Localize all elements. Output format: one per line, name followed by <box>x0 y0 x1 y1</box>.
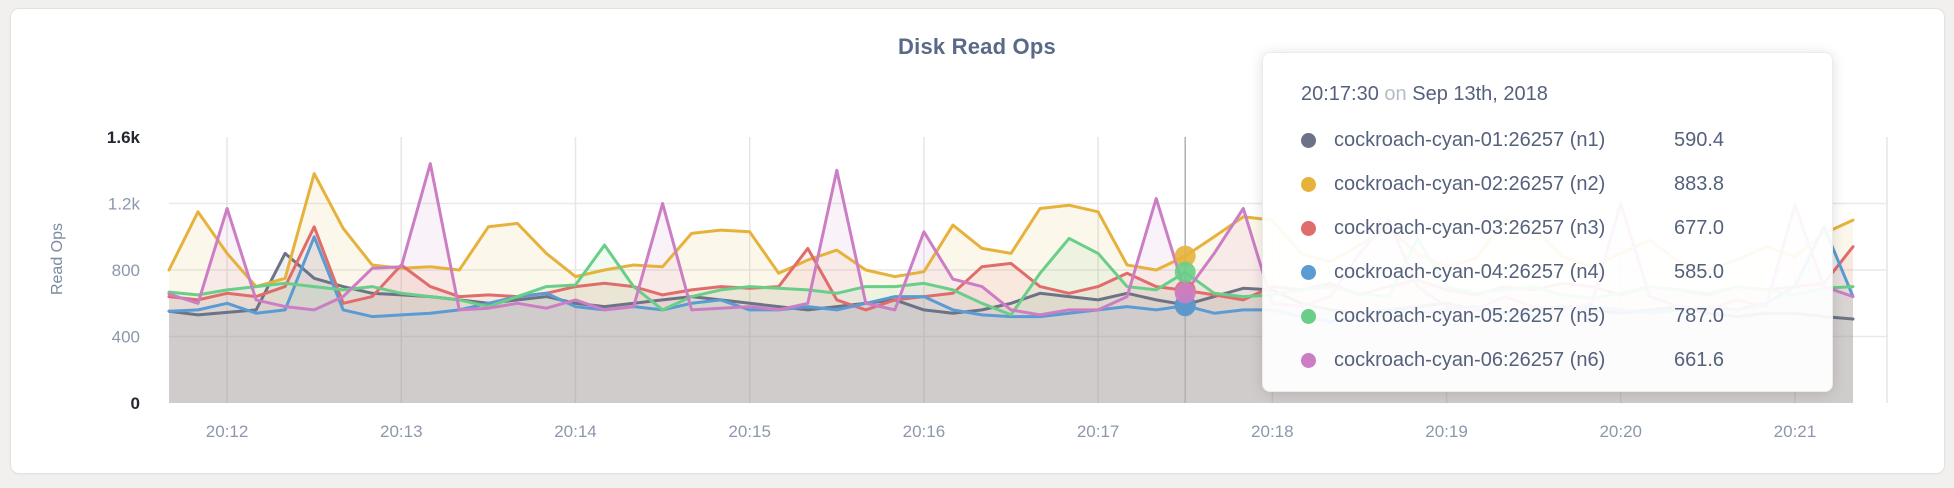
y-tick-label: 1.6k <box>107 128 141 147</box>
tooltip-row: cockroach-cyan-01:26257 (n1) 590.4 <box>1301 118 1812 162</box>
series-value: 585.0 <box>1674 260 1725 283</box>
series-value: 787.0 <box>1674 304 1725 327</box>
series-name: cockroach-cyan-01:26257 (n1) <box>1334 128 1606 151</box>
series-color-dot <box>1301 176 1316 192</box>
x-tick-label: 20:20 <box>1599 422 1642 441</box>
y-tick-label: 1.2k <box>108 195 141 214</box>
series-color-dot <box>1301 352 1316 368</box>
series-value: 590.4 <box>1674 128 1725 151</box>
tooltip-header: 20:17:30 on Sep 13th, 2018 <box>1301 83 1812 106</box>
hover-tooltip: 20:17:30 on Sep 13th, 2018 cockroach-cya… <box>1262 52 1833 392</box>
x-tick-label: 20:18 <box>1251 422 1294 441</box>
tooltip-connector: on <box>1384 83 1407 105</box>
series-value: 661.6 <box>1674 348 1725 371</box>
x-tick-label: 20:16 <box>903 422 946 441</box>
tooltip-date: Sep 13th, 2018 <box>1412 83 1548 105</box>
hover-point-dot <box>1174 282 1196 304</box>
series-name: cockroach-cyan-06:26257 (n6) <box>1334 348 1606 371</box>
series-color-dot <box>1301 220 1316 236</box>
series-name: cockroach-cyan-03:26257 (n3) <box>1334 216 1606 239</box>
series-color-dot <box>1301 308 1316 324</box>
x-tick-label: 20:19 <box>1425 422 1468 441</box>
series-name: cockroach-cyan-04:26257 (n4) <box>1334 260 1606 283</box>
y-tick-label: 800 <box>112 261 140 280</box>
series-name: cockroach-cyan-02:26257 (n2) <box>1334 172 1606 195</box>
tooltip-row: cockroach-cyan-05:26257 (n5) 787.0 <box>1301 294 1812 338</box>
tooltip-rows: cockroach-cyan-01:26257 (n1) 590.4 cockroa… <box>1301 118 1812 382</box>
hover-point-dot <box>1174 261 1196 283</box>
y-tick-label: 400 <box>112 328 140 347</box>
tooltip-row: cockroach-cyan-04:26257 (n4) 585.0 <box>1301 250 1812 294</box>
series-color-dot <box>1301 264 1316 280</box>
tooltip-time: 20:17:30 <box>1301 83 1379 105</box>
chart-title: Disk Read Ops <box>898 34 1056 59</box>
series-value: 677.0 <box>1674 216 1725 239</box>
y-tick-label: 0 <box>131 394 140 413</box>
tooltip-row: cockroach-cyan-06:26257 (n6) 661.6 <box>1301 338 1812 382</box>
x-tick-label: 20:13 <box>380 422 423 441</box>
x-tick-label: 20:14 <box>554 422 597 441</box>
x-tick-label: 20:17 <box>1077 422 1120 441</box>
series-color-dot <box>1301 132 1316 148</box>
series-name: cockroach-cyan-05:26257 (n5) <box>1334 304 1606 327</box>
series-value: 883.8 <box>1674 172 1725 195</box>
x-tick-label: 20:12 <box>206 422 249 441</box>
x-tick-label: 20:21 <box>1774 422 1817 441</box>
hover-point-dot <box>1174 245 1196 267</box>
tooltip-row: cockroach-cyan-03:26257 (n3) 677.0 <box>1301 206 1812 250</box>
x-tick-label: 20:15 <box>728 422 771 441</box>
tooltip-row: cockroach-cyan-02:26257 (n2) 883.8 <box>1301 162 1812 206</box>
